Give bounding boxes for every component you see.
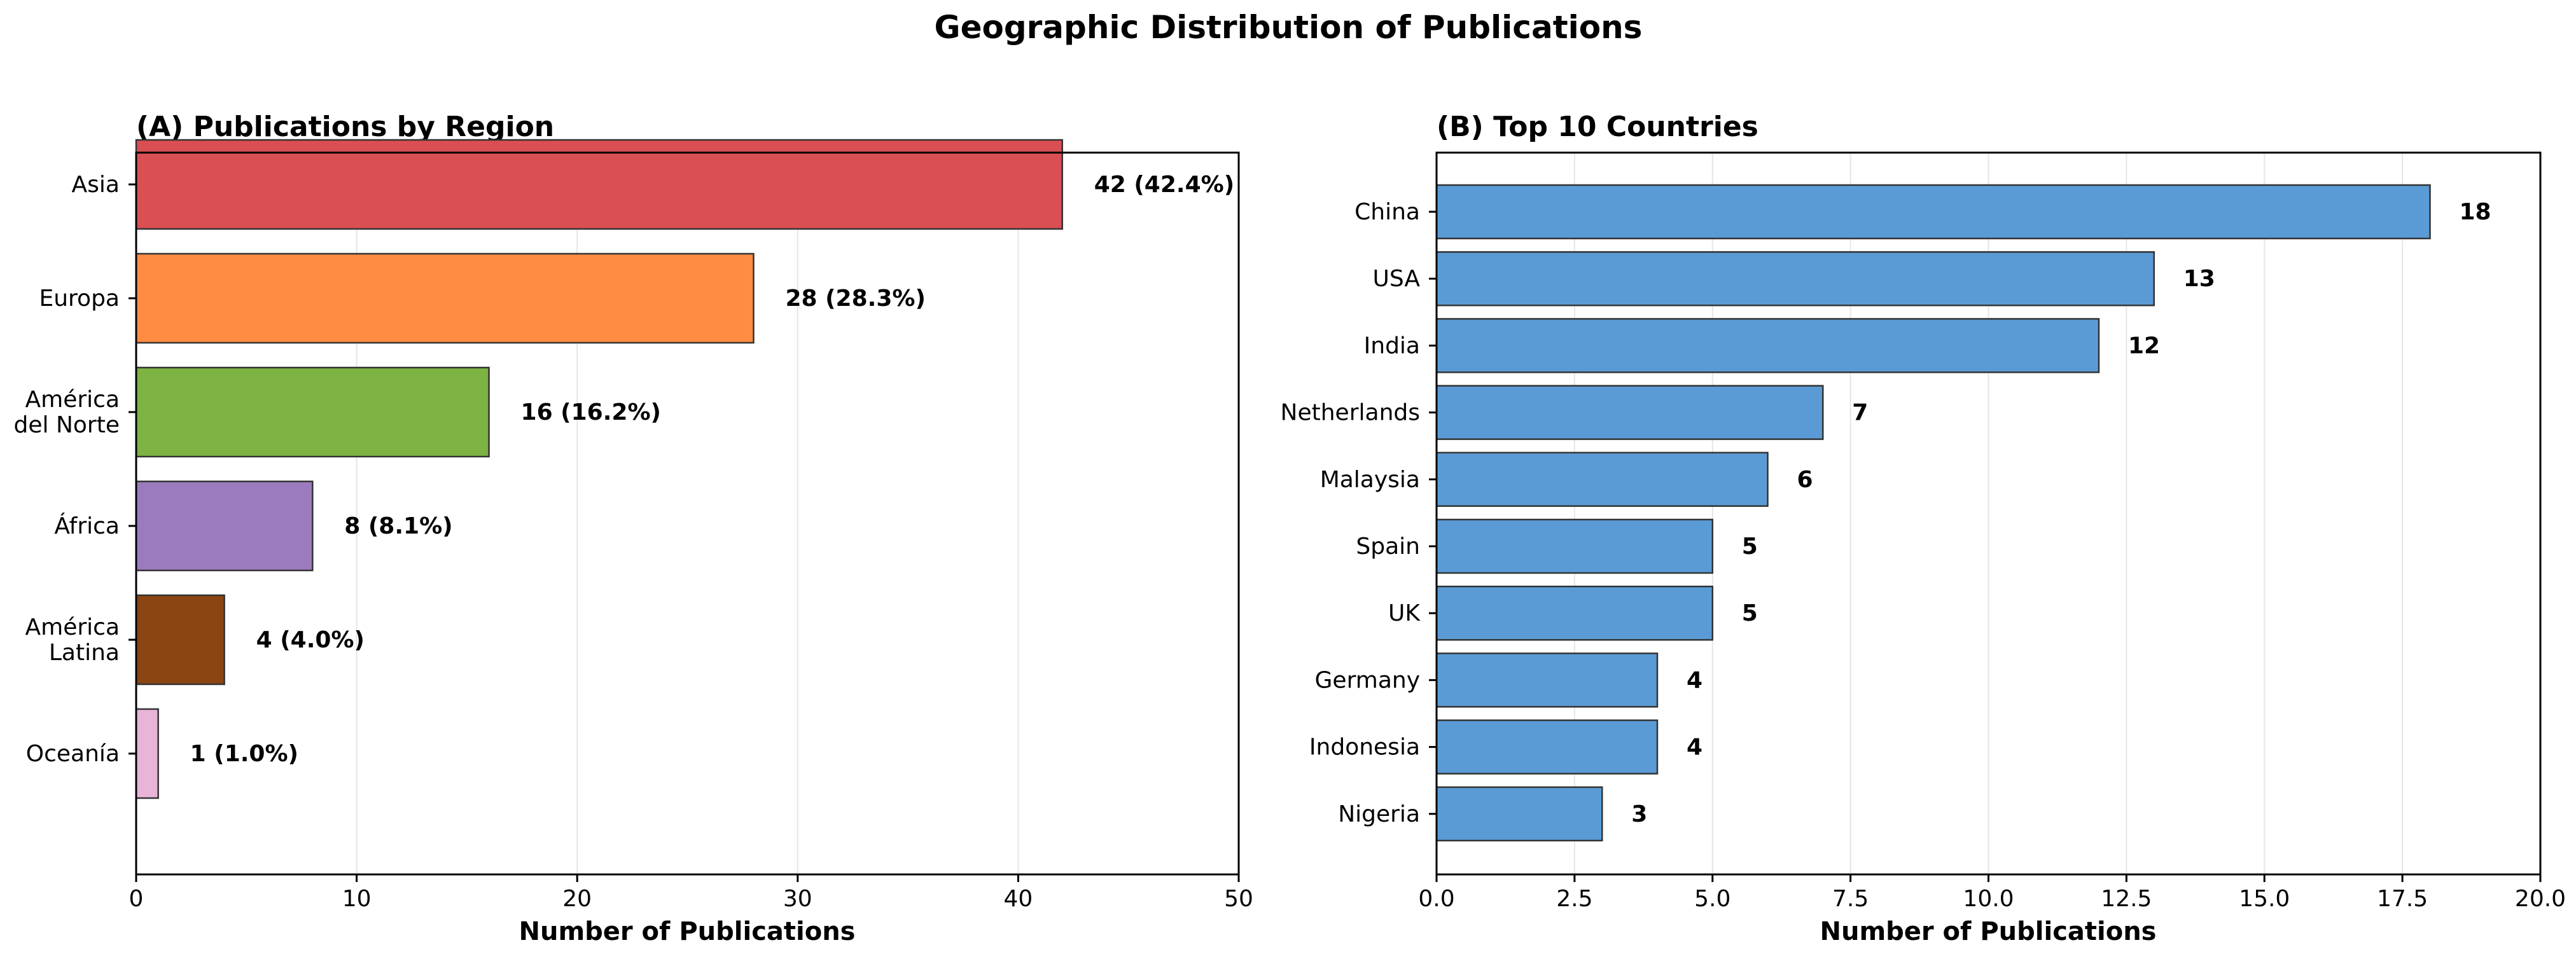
panel-b-category-label-india: India <box>1364 333 1420 359</box>
panel-a-category-label-europa: Europa <box>39 286 120 312</box>
panel-b-data-label-india: 12 <box>2128 333 2160 359</box>
figure-title: Geographic Distribution of Publications <box>935 9 1643 46</box>
panel-b-data-label-uk: 5 <box>1742 600 1758 626</box>
panel-b-title: (B) Top 10 Countries <box>1437 111 1758 143</box>
panel-a-x-tick-label: 10 <box>342 886 372 912</box>
panel-b-category-label-indonesia: Indonesia <box>1309 735 1420 761</box>
panel-b-bar-usa <box>1435 251 2155 307</box>
panel-b-x-tick-label: 10.0 <box>1963 886 2014 912</box>
panel-a-x-tick-label: 30 <box>783 886 812 912</box>
panel-a-category-label-asia: Asia <box>72 172 120 198</box>
panel-a-x-tick-label: 20 <box>562 886 592 912</box>
panel-a-bar-america-latina <box>135 594 225 686</box>
panel-a-plot-frame <box>135 151 1240 876</box>
panel-b-category-label-nigeria: Nigeria <box>1338 801 1420 827</box>
panel-b-x-tick-label: 0.0 <box>1418 886 1454 912</box>
panel-a-title: (A) Publications by Region <box>136 111 554 143</box>
panel-a-x-tick-label: 0 <box>129 886 144 912</box>
panel-a-x-axis-label: Number of Publications <box>519 917 855 946</box>
panel-a-data-label-oceania: 1 (1.0%) <box>190 741 298 767</box>
panel-a-category-label-america-latina: América Latina <box>25 614 120 666</box>
panel-b-bar-uk <box>1435 585 1713 641</box>
panel-a-bar-europa <box>135 252 755 344</box>
panel-b-bar-china <box>1435 184 2431 240</box>
panel-b-category-label-china: China <box>1354 199 1420 225</box>
panel-b-data-label-netherlands: 7 <box>1852 400 1868 426</box>
panel-b-data-label-germany: 4 <box>1687 667 1702 693</box>
panel-a-category-label-africa: África <box>54 513 120 539</box>
panel-b-bar-germany <box>1435 652 1659 708</box>
panel-b-category-label-usa: USA <box>1373 266 1421 292</box>
panel-b-x-tick-label: 5.0 <box>1694 886 1730 912</box>
panel-a-category-label-america-del-norte: América del Norte <box>14 387 120 438</box>
panel-a-data-label-america-latina: 4 (4.0%) <box>256 627 365 653</box>
panel-a-bar-oceania <box>135 708 159 799</box>
panel-a-publications-by-region: (A) Publications by Region 42 (42.4%) 28 … <box>14 111 1253 946</box>
panel-b-data-label-malaysia: 6 <box>1797 467 1813 493</box>
panel-b-category-label-uk: UK <box>1388 600 1421 626</box>
panel-a-bar-africa <box>135 480 314 572</box>
panel-a-data-label-asia: 42 (42.4%) <box>1094 172 1234 198</box>
panel-b-category-label-germany: Germany <box>1315 667 1420 693</box>
panel-b-data-label-spain: 5 <box>1742 534 1758 560</box>
panel-b-category-label-malaysia: Malaysia <box>1320 467 1420 493</box>
panel-b-x-axis-label: Number of Publications <box>1820 917 2156 946</box>
panel-b-x-tick-label: 7.5 <box>1832 886 1869 912</box>
panel-b-bar-indonesia <box>1435 719 1659 775</box>
panel-b-data-label-nigeria: 3 <box>1631 801 1647 827</box>
panel-b-x-tick-label: 20.0 <box>2515 886 2566 912</box>
panel-b-data-label-indonesia: 4 <box>1687 735 1702 761</box>
panel-a-data-label-europa: 28 (28.3%) <box>785 286 925 312</box>
panel-b-bar-india <box>1435 318 2100 373</box>
panel-a-bar-asia <box>135 139 1063 230</box>
panel-a-data-label-africa: 8 (8.1%) <box>344 513 452 539</box>
panel-a-x-tick-label: 50 <box>1224 886 1253 912</box>
panel-a-x-tick-label: 40 <box>1003 886 1033 912</box>
panel-b-category-label-netherlands: Netherlands <box>1281 400 1420 426</box>
panel-a-bar-america-del-norte <box>135 366 490 458</box>
panel-b-category-label-spain: Spain <box>1356 534 1420 560</box>
panel-b-top-10-countries: (B) Top 10 Countries 18 13 12 7 6 5 5 4 4 3 0.0 2.… <box>1281 111 2566 946</box>
panel-b-bar-netherlands <box>1435 385 1824 440</box>
panel-b-data-label-china: 18 <box>2460 199 2491 225</box>
panel-a-data-label-america-del-norte: 16 (16.2%) <box>521 399 661 425</box>
panel-b-x-tick-label: 2.5 <box>1556 886 1592 912</box>
panel-b-x-tick-label: 15.0 <box>2239 886 2290 912</box>
panel-b-data-label-usa: 13 <box>2183 266 2215 292</box>
panel-b-x-tick-label: 12.5 <box>2101 886 2152 912</box>
panel-a-category-label-oceania: Oceanía <box>26 741 120 767</box>
panel-b-bar-nigeria <box>1435 786 1603 842</box>
panel-b-x-tick-label: 17.5 <box>2377 886 2428 912</box>
panel-b-bar-malaysia <box>1435 452 1769 507</box>
panel-b-bar-spain <box>1435 518 1713 574</box>
